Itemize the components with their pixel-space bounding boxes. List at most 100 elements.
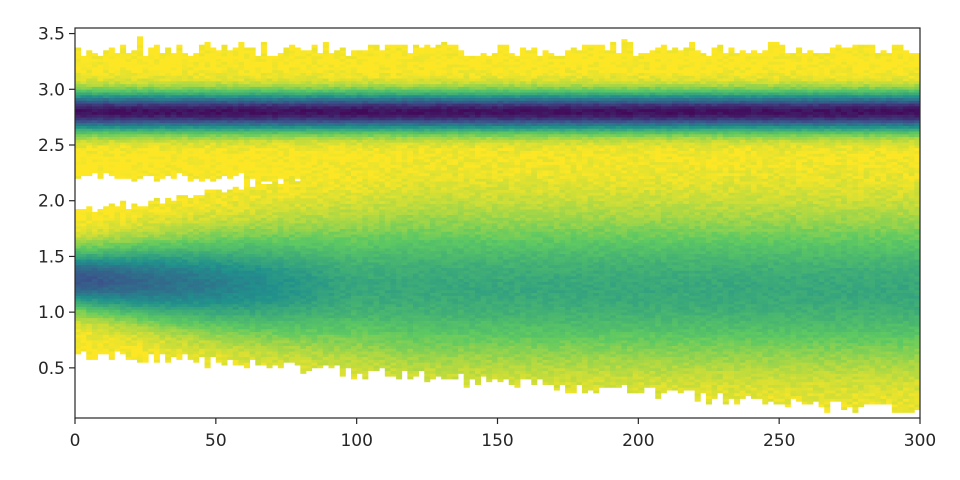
- heatmap-cell: [86, 119, 93, 124]
- heatmap-cell: [283, 234, 290, 238]
- heatmap-cell: [272, 209, 279, 213]
- heatmap-cell: [176, 97, 183, 101]
- heatmap-cell: [215, 206, 222, 210]
- heatmap-cell: [103, 281, 110, 285]
- heatmap-cell: [272, 80, 279, 85]
- heatmap-cell: [300, 281, 307, 285]
- heatmap-cell: [232, 189, 239, 193]
- heatmap-cell: [260, 111, 267, 115]
- heatmap-cell: [272, 301, 279, 305]
- heatmap-cell: [125, 92, 132, 96]
- heatmap-cell: [108, 67, 115, 71]
- heatmap-cell: [255, 114, 262, 118]
- heatmap-cell: [114, 100, 121, 104]
- heatmap-cell: [305, 64, 312, 68]
- heatmap-cell: [176, 340, 183, 344]
- heatmap-cell: [244, 128, 251, 132]
- heatmap-cell: [221, 195, 228, 199]
- heatmap-cell: [142, 80, 149, 85]
- heatmap-cell: [300, 145, 307, 149]
- heatmap-cell: [334, 264, 341, 268]
- heatmap-cell: [97, 334, 104, 338]
- heatmap-cell: [86, 262, 93, 266]
- heatmap-cell: [91, 326, 98, 330]
- heatmap-cell: [272, 75, 279, 79]
- heatmap-cell: [215, 92, 222, 96]
- heatmap-cell: [221, 292, 228, 296]
- heatmap-cell: [227, 55, 234, 60]
- heatmap-cell: [142, 170, 149, 174]
- heatmap-cell: [232, 156, 239, 160]
- heatmap-cell: [294, 301, 301, 305]
- heatmap-cell: [86, 270, 93, 274]
- heatmap-cell: [266, 223, 273, 227]
- heatmap-cell: [317, 197, 324, 202]
- heatmap-cell: [311, 61, 318, 65]
- heatmap-cell: [193, 356, 200, 360]
- heatmap-cell: [210, 189, 217, 193]
- heatmap-cell: [136, 80, 143, 85]
- heatmap-cell: [108, 153, 115, 157]
- heatmap-cell: [317, 250, 324, 255]
- heatmap-cell: [80, 78, 87, 82]
- heatmap-cell: [108, 253, 115, 257]
- heatmap-cell: [334, 331, 341, 335]
- heatmap-cell: [311, 83, 318, 87]
- heatmap-cell: [148, 239, 155, 243]
- heatmap-cell: [244, 167, 251, 171]
- heatmap-cell: [142, 328, 149, 333]
- heatmap-cell: [244, 97, 251, 101]
- heatmap-cell: [215, 239, 222, 243]
- heatmap-cell: [80, 94, 87, 99]
- heatmap-cell: [170, 61, 177, 65]
- heatmap-cell: [187, 103, 194, 107]
- heatmap-cell: [176, 262, 183, 266]
- heatmap-cell: [317, 331, 324, 335]
- heatmap-cell: [249, 289, 256, 294]
- heatmap-cell: [97, 234, 104, 238]
- heatmap-cell: [244, 150, 251, 154]
- heatmap-cell: [131, 287, 138, 291]
- heatmap-cell: [75, 164, 82, 168]
- heatmap-cell: [148, 61, 155, 65]
- heatmap-cell: [204, 78, 211, 82]
- heatmap-cell: [210, 47, 217, 51]
- heatmap-cell: [221, 345, 228, 349]
- heatmap-cell: [108, 317, 115, 321]
- heatmap-cell: [289, 58, 296, 62]
- heatmap-cell: [142, 306, 149, 310]
- heatmap-cell: [328, 83, 335, 87]
- heatmap-cell: [238, 231, 245, 235]
- heatmap-cell: [210, 175, 217, 179]
- heatmap-cell: [148, 131, 155, 135]
- heatmap-cell: [210, 275, 217, 280]
- heatmap-cell: [305, 203, 312, 207]
- heatmap-cell: [210, 131, 217, 135]
- heatmap-cell: [97, 119, 104, 124]
- heatmap-cell: [249, 275, 256, 280]
- heatmap-cell: [108, 326, 115, 330]
- heatmap-cell: [277, 359, 284, 363]
- heatmap-cell: [182, 228, 189, 232]
- heatmap-cell: [187, 262, 194, 266]
- heatmap-cell: [300, 103, 307, 107]
- heatmap-cell: [334, 142, 341, 146]
- heatmap-cell: [108, 217, 115, 221]
- heatmap-cell: [114, 301, 121, 305]
- heatmap-cell: [328, 348, 335, 352]
- heatmap-cell: [334, 326, 341, 330]
- heatmap-cell: [182, 139, 189, 143]
- heatmap-cell: [198, 353, 205, 358]
- heatmap-cell: [131, 306, 138, 310]
- heatmap-cell: [215, 270, 222, 274]
- heatmap-cell: [289, 270, 296, 274]
- heatmap-cell: [215, 328, 222, 333]
- heatmap-cell: [244, 170, 251, 174]
- heatmap-cell: [305, 80, 312, 85]
- heatmap-cell: [86, 211, 93, 216]
- heatmap-cell: [260, 117, 267, 121]
- heatmap-cell: [182, 298, 189, 302]
- heatmap-cell: [120, 267, 127, 271]
- heatmap-cell: [148, 170, 155, 174]
- heatmap-cell: [176, 122, 183, 126]
